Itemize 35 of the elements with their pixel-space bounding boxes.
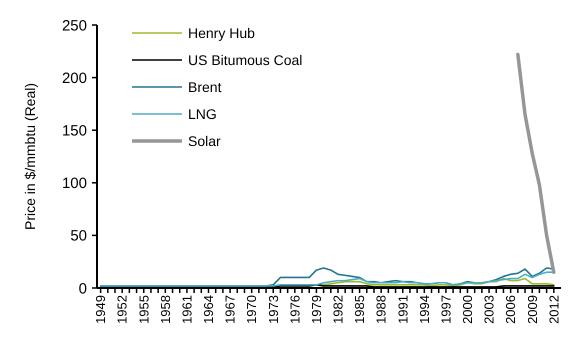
x-tick-label: 2000 — [460, 295, 476, 324]
legend-label: Henry Hub — [188, 24, 256, 41]
x-tick-label: 1982 — [330, 295, 346, 324]
x-tick-label: 1979 — [308, 295, 324, 324]
y-tick-label: 250 — [62, 17, 87, 34]
legend-label: Brent — [188, 78, 222, 95]
x-tick-label: 1961 — [179, 295, 194, 324]
line-series — [516, 52, 556, 274]
x-tick-label: 2003 — [482, 295, 497, 324]
y-tick-label: 200 — [62, 70, 87, 87]
x-tick-label: 2006 — [503, 295, 518, 324]
x-tick-label: 1985 — [352, 295, 368, 324]
x-tick-label: 1964 — [201, 295, 216, 324]
legend-label: LNG — [188, 106, 217, 122]
legend-label: US Bitumous Coal — [188, 52, 302, 68]
x-tick-label: 1949 — [93, 295, 108, 324]
x-tick-label: 1991 — [395, 295, 410, 324]
legend-label: Solar — [188, 132, 222, 149]
x-tick-label: 1973 — [266, 295, 281, 324]
y-tick-label: 100 — [62, 175, 87, 192]
y-tick-label: 50 — [70, 228, 87, 245]
x-tick-label: 2012 — [546, 295, 562, 324]
x-tick-label: 1997 — [438, 295, 454, 324]
x-tick-label: 2009 — [524, 295, 540, 324]
x-tick-label: 1976 — [287, 295, 302, 324]
x-tick-label: 1952 — [114, 295, 130, 324]
x-tick-label: 1967 — [222, 295, 238, 324]
y-tick-label: 150 — [62, 122, 87, 140]
x-tick-label: 1955 — [136, 295, 152, 324]
x-tick-label: 1958 — [158, 295, 173, 324]
y-tick-label: 0 — [78, 280, 87, 298]
x-tick-label: 1994 — [416, 295, 432, 324]
x-tick-label: 1970 — [244, 295, 260, 324]
x-tick-label: 1988 — [374, 295, 389, 324]
y-axis-title: Price in $/mmbtu (Real) — [22, 82, 38, 230]
